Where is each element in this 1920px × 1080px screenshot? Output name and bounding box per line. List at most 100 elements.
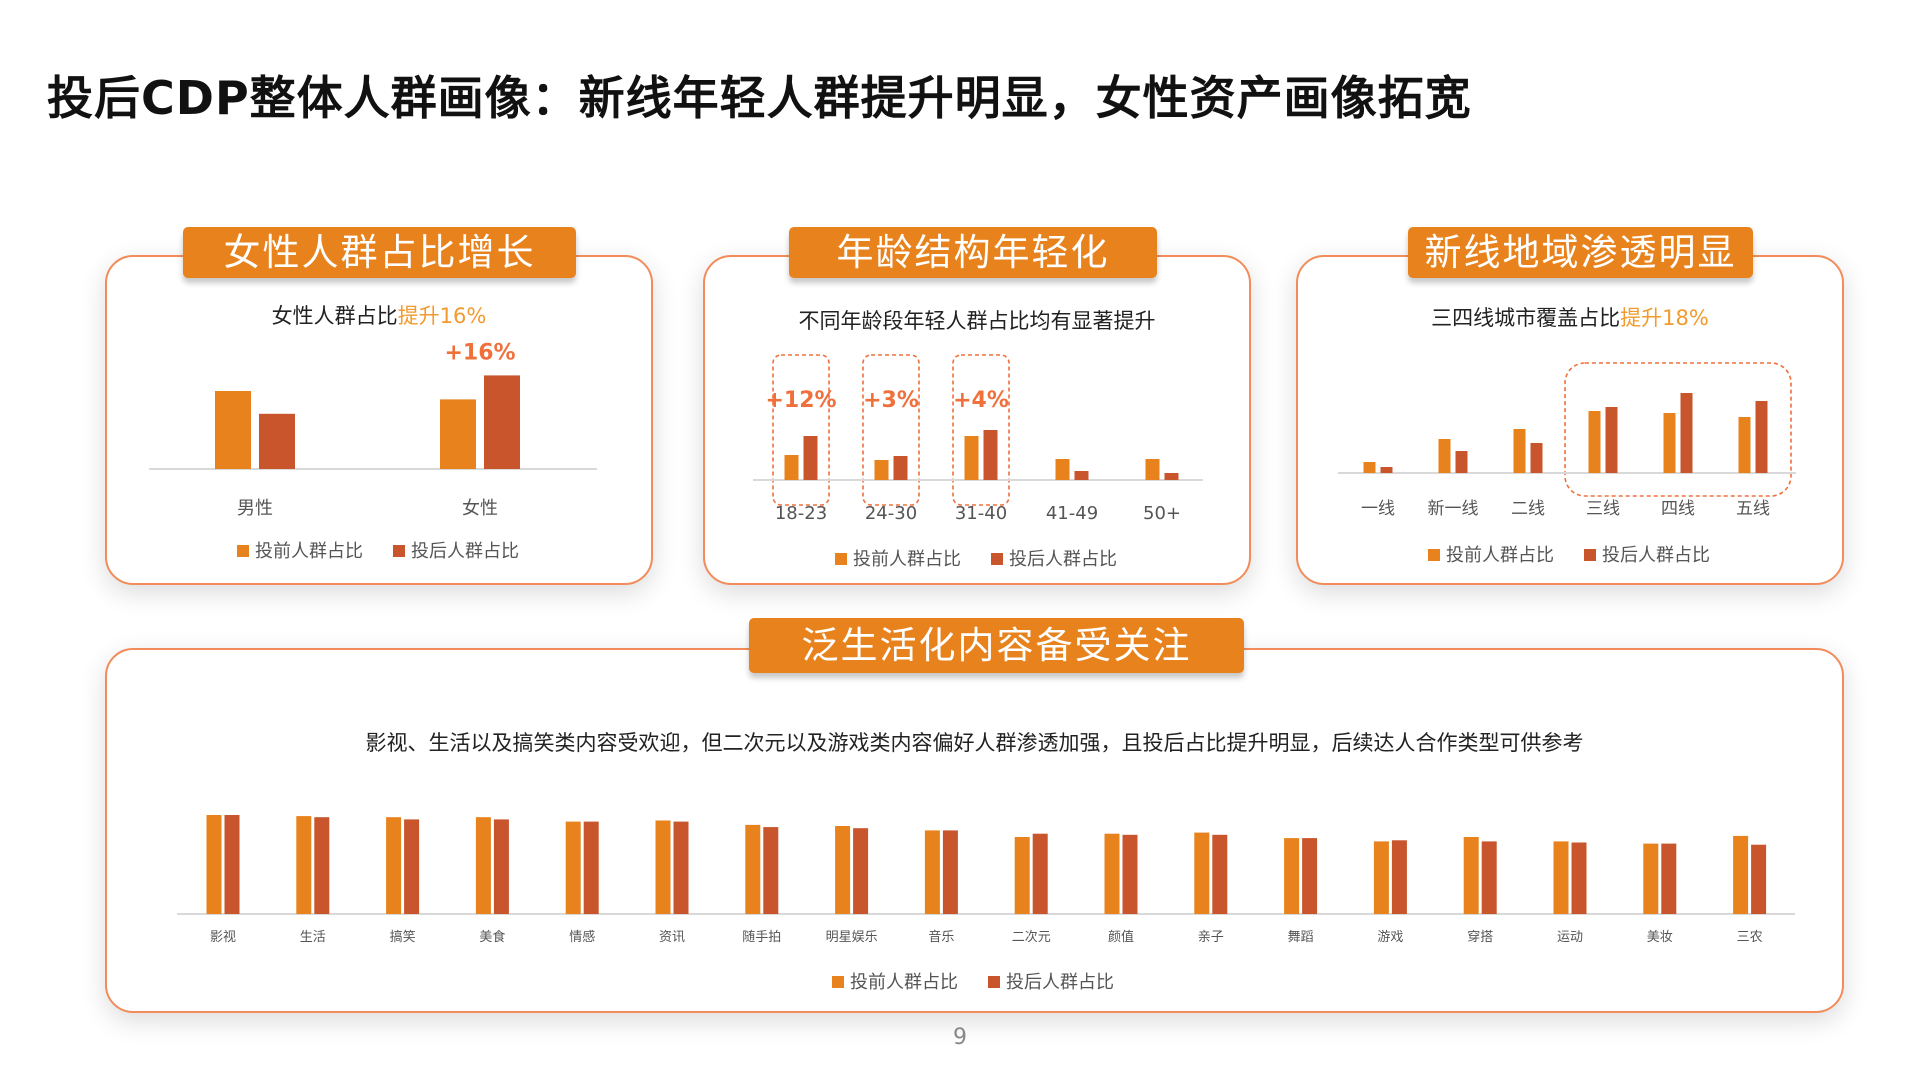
bar-post-cat-4 bbox=[1680, 393, 1693, 473]
x-tick-label: 明星娱乐 bbox=[826, 930, 878, 945]
content-banner: 泛生活化内容备受关注 bbox=[749, 618, 1244, 673]
bar-pre-cat-15 bbox=[1553, 841, 1569, 914]
bar-post-cat-2 bbox=[983, 430, 998, 480]
bar-pre-cat-1 bbox=[1438, 439, 1451, 473]
bar-post-cat-7 bbox=[853, 828, 869, 914]
highlight-box-cat-1 bbox=[862, 354, 920, 506]
bar-post-cat-11 bbox=[1212, 834, 1228, 914]
bar-pre-cat-4 bbox=[1145, 459, 1160, 480]
bar-post-cat-8 bbox=[942, 830, 958, 914]
bar-post-cat-6 bbox=[763, 827, 779, 914]
bar-pre-cat-1 bbox=[440, 399, 476, 469]
legend-label-post: 投后人群占比 bbox=[1009, 549, 1117, 570]
legend-label-post: 投后人群占比 bbox=[1006, 972, 1114, 993]
x-tick-label: 美食 bbox=[479, 929, 505, 945]
bar-pre-cat-9 bbox=[1014, 837, 1030, 914]
age-panel bbox=[703, 255, 1251, 585]
gender-chart: 男性 女性 +16% 投前人群占比 投后人群占比 bbox=[149, 340, 597, 562]
highlight-box-cat-2 bbox=[952, 354, 1010, 506]
x-tick-label: 影视 bbox=[210, 930, 236, 945]
region-subtitle-highlight: 提升18% bbox=[1620, 306, 1709, 330]
content-chart: 影视 生活 搞笑 美食 情感 资讯 随手拍 明星娱乐 音乐 二次元 颜值 亲子 舞蹈 游戏 穿搭 运动 美妆 三农… bbox=[177, 815, 1795, 993]
bar-post-cat-2 bbox=[404, 819, 420, 914]
bar-pre-cat-5 bbox=[655, 820, 671, 914]
x-tick-label: 四线 bbox=[1661, 499, 1695, 519]
legend-swatch-post bbox=[991, 553, 1003, 565]
legend-swatch-pre bbox=[1428, 549, 1440, 561]
gender-panel bbox=[105, 255, 653, 585]
x-tick-label: 二次元 bbox=[1012, 929, 1051, 945]
legend-label-post: 投后人群占比 bbox=[1602, 545, 1710, 566]
x-tick-label: 情感 bbox=[569, 929, 595, 945]
x-tick-label: 穿搭 bbox=[1467, 929, 1493, 945]
bar-post-cat-5 bbox=[1755, 401, 1768, 473]
legend-label-post: 投后人群占比 bbox=[411, 541, 519, 562]
bar-post-cat-17 bbox=[1751, 844, 1767, 914]
x-tick-label: 搞笑 bbox=[390, 929, 416, 945]
x-tick-label: 18-23 bbox=[775, 503, 827, 524]
x-tick-label: 三农 bbox=[1737, 930, 1763, 945]
page-number: 9 bbox=[953, 1025, 967, 1050]
legend-swatch-post bbox=[393, 545, 405, 557]
annotation-label: +3% bbox=[863, 388, 919, 413]
x-tick-label: 新一线 bbox=[1428, 499, 1479, 519]
gender-subtitle-highlight: 提升16% bbox=[397, 304, 487, 328]
bar-pre-cat-3 bbox=[475, 817, 491, 914]
x-tick-label: 游戏 bbox=[1377, 930, 1403, 945]
bar-post-cat-0 bbox=[224, 815, 240, 914]
x-tick-label: 颜值 bbox=[1108, 929, 1134, 945]
bar-post-cat-0 bbox=[259, 413, 295, 469]
bar-post-cat-9 bbox=[1032, 833, 1048, 914]
age-chart: 18-23 24-30 31-40 41-49 50+ +12% +3% +4% 投前人群占比 投… bbox=[753, 354, 1203, 570]
bar-post-cat-5 bbox=[673, 821, 689, 914]
bar-pre-cat-0 bbox=[206, 815, 222, 914]
bar-pre-cat-13 bbox=[1373, 841, 1389, 914]
x-tick-label: 舞蹈 bbox=[1288, 930, 1314, 945]
annotation-label: +4% bbox=[953, 388, 1009, 413]
x-tick-label: 亲子 bbox=[1198, 930, 1224, 945]
bar-post-cat-10 bbox=[1122, 834, 1138, 914]
legend-label-pre: 投前人群占比 bbox=[1446, 545, 1554, 566]
bar-post-cat-1 bbox=[1455, 451, 1468, 473]
region-panel bbox=[1296, 255, 1844, 585]
bar-pre-cat-0 bbox=[215, 391, 251, 469]
legend-swatch-pre bbox=[835, 553, 847, 565]
page-title: 投后CDP整体人群画像：新线年轻人群提升明显，女性资产画像拓宽 bbox=[47, 71, 1472, 125]
bar-post-cat-0 bbox=[1380, 467, 1393, 473]
bar-post-cat-4 bbox=[583, 821, 599, 914]
x-tick-label: 生活 bbox=[300, 930, 326, 945]
age-banner: 年龄结构年轻化 bbox=[789, 227, 1157, 278]
x-tick-label: 运动 bbox=[1557, 930, 1583, 945]
bar-pre-cat-2 bbox=[964, 436, 979, 480]
legend-swatch-pre bbox=[237, 545, 249, 557]
gender-banner: 女性人群占比增长 bbox=[183, 227, 576, 278]
legend-swatch-pre bbox=[832, 976, 844, 988]
gender-subtitle: 女性人群占比提升16% bbox=[105, 300, 653, 330]
bar-post-cat-15 bbox=[1571, 842, 1587, 914]
region-subtitle-text: 三四线城市覆盖占比 bbox=[1431, 306, 1621, 330]
highlight-box bbox=[1564, 362, 1792, 497]
bar-pre-cat-14 bbox=[1463, 837, 1479, 914]
x-tick-label: 美妆 bbox=[1647, 930, 1673, 945]
x-tick-label: 50+ bbox=[1143, 503, 1181, 524]
bar-post-cat-13 bbox=[1391, 840, 1407, 914]
x-tick-label: 一线 bbox=[1361, 499, 1395, 519]
bar-post-cat-3 bbox=[493, 819, 509, 914]
bar-pre-cat-1 bbox=[874, 460, 889, 480]
region-subtitle: 三四线城市覆盖占比提升18% bbox=[1296, 302, 1844, 332]
bar-pre-cat-2 bbox=[386, 817, 402, 914]
bar-pre-cat-2 bbox=[1513, 429, 1526, 473]
legend-label-pre: 投前人群占比 bbox=[255, 541, 363, 562]
annotation-label: +12% bbox=[765, 388, 836, 413]
bar-post-cat-12 bbox=[1302, 838, 1318, 914]
x-tick-label: 二线 bbox=[1511, 499, 1545, 519]
bar-pre-cat-16 bbox=[1643, 843, 1659, 914]
bar-post-cat-2 bbox=[1530, 443, 1543, 473]
bar-pre-cat-10 bbox=[1104, 833, 1120, 914]
content-subtitle: 影视、生活以及搞笑类内容受欢迎，但二次元以及游戏类内容偏好人群渗透加强，且投后占… bbox=[365, 731, 1584, 755]
bar-post-cat-3 bbox=[1074, 471, 1089, 480]
bar-post-cat-14 bbox=[1481, 841, 1497, 914]
legend-label-pre: 投前人群占比 bbox=[850, 972, 958, 993]
bar-pre-cat-8 bbox=[924, 830, 940, 914]
